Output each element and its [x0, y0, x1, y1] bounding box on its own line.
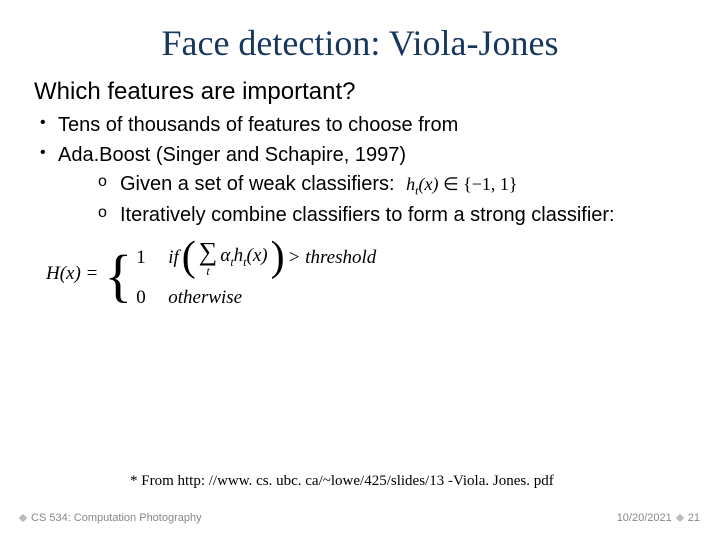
footer-left: CS 534: Computation Photography	[20, 512, 202, 524]
case-row-0: 0 otherwise	[136, 287, 376, 309]
threshold-text: > threshold	[288, 247, 377, 269]
bullet-text: Ada.Boost (Singer and Schapire, 1997)	[58, 144, 406, 166]
date-label: 10/20/2021	[617, 512, 672, 524]
sub-bullet-list: Given a set of weak classifiers: ht(x) ∈…	[58, 171, 690, 229]
equation-cases: 1 if ( ∑ t αtht(x) ) > threshold 0 other…	[134, 239, 376, 309]
sub-bullet-item: Given a set of weak classifiers: ht(x) ∈…	[98, 171, 690, 199]
inline-math: ht(x) ∈ {−1, 1}	[400, 174, 517, 194]
course-label: CS 534: Computation Photography	[31, 512, 202, 524]
sum-term: αtht(x)	[220, 245, 267, 270]
bullet-item: Tens of thousands of features to choose …	[36, 112, 690, 139]
case-row-1: 1 if ( ∑ t αtht(x) ) > threshold	[136, 239, 376, 277]
footer-dot-icon	[676, 514, 684, 522]
footer-right: 10/20/2021 21	[617, 512, 700, 524]
case-value: 0	[136, 287, 150, 309]
equation-lhs: H(x) =	[46, 263, 102, 285]
summation: ∑ t	[199, 239, 218, 277]
sub-bullet-item: Iteratively combine classifiers to form …	[98, 202, 690, 229]
footer-dot-icon	[19, 514, 27, 522]
if-keyword: if	[168, 247, 179, 269]
page-title: Face detection: Viola-Jones	[0, 0, 720, 70]
content-area: Which features are important? Tens of th…	[0, 70, 720, 309]
equation-block: H(x) = { 1 if ( ∑ t αtht(x) ) > threshol…	[46, 239, 690, 309]
left-brace: {	[104, 248, 132, 303]
sigma-symbol: ∑	[199, 239, 218, 265]
bullet-item: Ada.Boost (Singer and Schapire, 1997) Gi…	[36, 142, 690, 229]
sub-bullet-text: Given a set of weak classifiers:	[120, 173, 395, 195]
bullet-list: Tens of thousands of features to choose …	[30, 112, 690, 229]
page-number: 21	[688, 512, 700, 524]
footer-bar: CS 534: Computation Photography 10/20/20…	[0, 512, 720, 524]
subheading: Which features are important?	[34, 78, 690, 106]
case-value: 1	[136, 247, 150, 269]
case-condition: if ( ∑ t αtht(x) ) > threshold	[168, 239, 376, 277]
citation-text: * From http: //www. cs. ubc. ca/~lowe/42…	[130, 473, 554, 490]
sigma-bound: t	[206, 265, 209, 277]
otherwise-text: otherwise	[168, 287, 242, 309]
